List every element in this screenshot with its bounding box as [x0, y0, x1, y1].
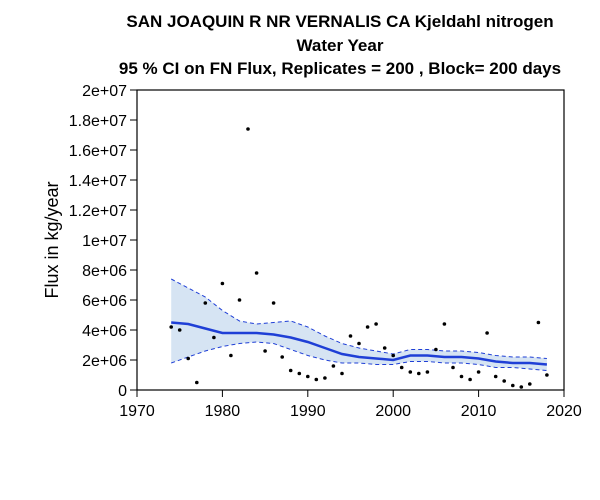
observation-point	[391, 353, 396, 358]
observation-point	[536, 320, 541, 325]
observation-point	[434, 347, 438, 352]
observation-point	[288, 368, 293, 373]
ci-upper-line	[170, 278, 547, 359]
observation-point	[271, 301, 276, 305]
y-tick-label: 2e+07	[82, 83, 127, 100]
observation-point	[545, 373, 549, 377]
x-tick-label: 1990	[290, 403, 326, 420]
observation-point	[323, 376, 327, 380]
observation-point	[186, 356, 190, 361]
chart-title: SAN JOAQUIN R NR VERNALIS CA Kjeldahl ni…	[119, 12, 561, 78]
observation-point	[519, 385, 524, 389]
observation-point	[246, 127, 250, 131]
observation-point	[306, 374, 310, 379]
observation-points	[169, 127, 549, 389]
y-tick-label: 4e+06	[82, 323, 127, 340]
y-tick-label: 1.6e+07	[69, 143, 127, 160]
observation-point	[348, 334, 353, 338]
y-tick-label: 1.8e+07	[69, 113, 127, 130]
observation-point	[485, 331, 489, 335]
observation-point	[254, 271, 259, 275]
observation-point	[382, 346, 387, 350]
observation-point	[212, 335, 216, 340]
observation-point	[314, 377, 319, 382]
y-tick-label: 2e+06	[82, 353, 127, 370]
observation-point	[229, 353, 233, 358]
observation-point	[340, 371, 344, 376]
observation-point	[365, 325, 370, 329]
observation-point	[425, 370, 430, 374]
observation-point	[177, 328, 182, 332]
observation-point	[502, 379, 507, 383]
observation-point	[331, 364, 336, 368]
observation-point	[468, 377, 472, 382]
x-axis: 1970 1980 1990 2000 2010 2020	[119, 390, 582, 420]
observation-point	[408, 370, 413, 374]
title-line-1: SAN JOAQUIN R NR VERNALIS CA Kjeldahl ni…	[126, 12, 553, 31]
y-tick-label: 1.4e+07	[69, 173, 127, 190]
observation-point	[263, 349, 267, 353]
y-tick-label: 1e+07	[82, 233, 127, 250]
confidence-band	[171, 279, 547, 371]
observation-point	[203, 301, 208, 305]
y-tick-label: 8e+06	[82, 263, 127, 280]
observation-point	[374, 322, 378, 326]
observation-point	[195, 380, 199, 385]
y-tick-label: 0	[118, 383, 127, 400]
observation-point	[493, 374, 498, 379]
observation-point	[237, 298, 242, 302]
y-axis: 0 2e+06 4e+06 6e+06 8e+06 1e+07 1.2e+07 1.4e+07…	[69, 83, 137, 400]
observation-point	[417, 371, 421, 376]
plot-area	[169, 127, 549, 389]
title-line-2: Water Year	[297, 36, 384, 55]
observation-point	[297, 371, 302, 376]
y-tick-label: 1.2e+07	[69, 203, 127, 220]
observation-point	[459, 374, 464, 379]
observation-point	[442, 322, 447, 326]
observation-point	[476, 370, 481, 374]
x-tick-label: 2020	[546, 403, 582, 420]
observation-point	[357, 341, 361, 346]
x-tick-label: 2000	[375, 403, 411, 420]
observation-point	[169, 325, 173, 329]
x-tick-label: 1970	[119, 403, 155, 420]
y-tick-label: 6e+06	[82, 293, 127, 310]
x-tick-label: 1980	[205, 403, 241, 420]
trend-line	[171, 321, 548, 366]
observation-point	[220, 281, 225, 286]
observation-point	[280, 355, 285, 359]
observation-point	[451, 365, 455, 370]
observation-point	[511, 383, 515, 388]
y-axis-label: Flux in kg/year	[42, 181, 62, 298]
ci-lower-line	[171, 341, 547, 371]
observation-point	[399, 365, 404, 370]
observation-point	[528, 382, 532, 386]
x-tick-label: 2010	[461, 403, 497, 420]
title-line-3: 95 % CI on FN Flux, Replicates = 200 , B…	[119, 59, 561, 78]
